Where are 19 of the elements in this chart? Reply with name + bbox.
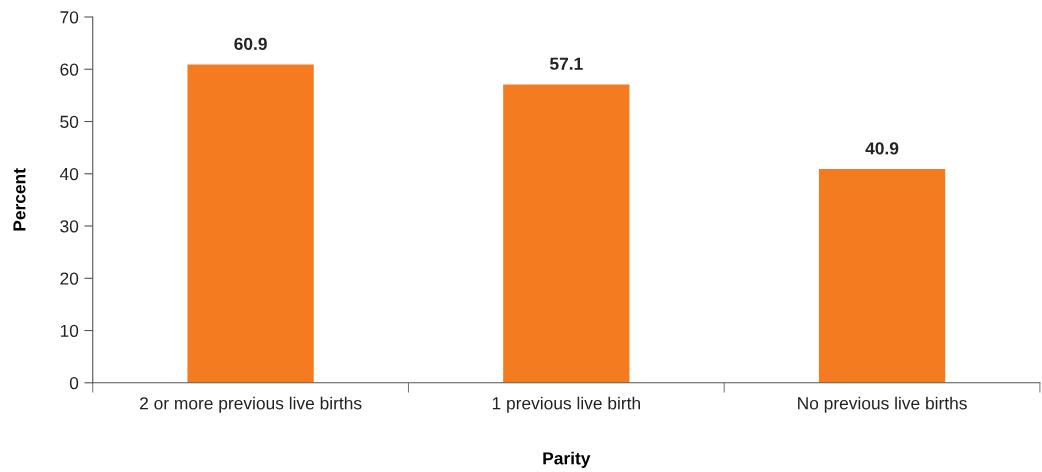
x-tick-label: 1 previous live birth xyxy=(492,396,640,413)
y-tick-label: 60 xyxy=(60,63,79,76)
bar xyxy=(187,64,314,383)
bar xyxy=(503,84,630,383)
x-axis-title: Parity xyxy=(543,451,591,468)
y-tick-label: 30 xyxy=(60,220,79,233)
x-tick-label: No previous live births xyxy=(798,396,967,413)
x-tick-label: 2 or more previous live births xyxy=(140,396,362,413)
y-tick-label: 50 xyxy=(60,115,79,128)
data-label: 40.9 xyxy=(865,142,899,155)
y-tick-label: 40 xyxy=(59,167,79,181)
data-label: 57.1 xyxy=(549,57,583,70)
bar xyxy=(818,169,946,383)
y-tick-label: 10 xyxy=(60,324,79,337)
y-tick-label: 20 xyxy=(60,272,79,285)
data-label: 60.9 xyxy=(234,37,267,50)
y-tick-label: 0 xyxy=(69,376,79,390)
y-axis-title: Percent xyxy=(13,168,26,231)
y-tick-label: 70 xyxy=(60,11,79,24)
